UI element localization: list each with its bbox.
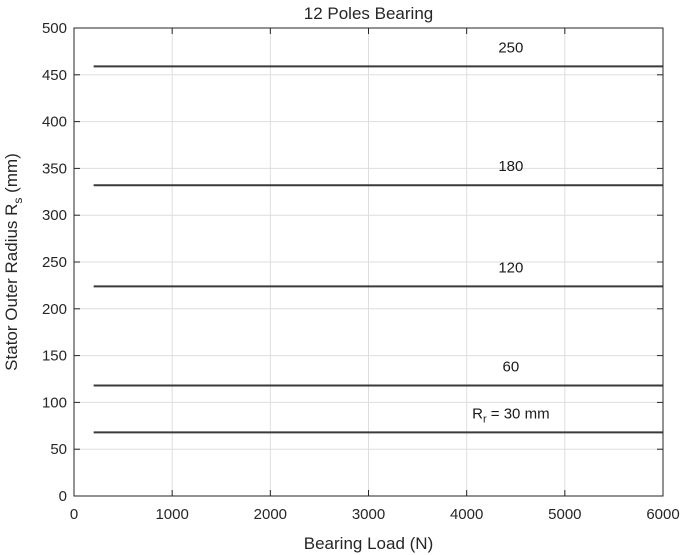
- y-tick-label: 100: [42, 394, 67, 411]
- y-tick-label: 400: [42, 114, 67, 131]
- annotation-subscript: r: [483, 413, 487, 425]
- y-tick-label: 450: [42, 67, 67, 84]
- y-tick-label: 500: [42, 20, 67, 37]
- series-group: [93, 65, 663, 434]
- x-tick-label: 6000: [646, 506, 679, 523]
- x-tick-label: 1000: [155, 506, 188, 523]
- annotation-main: 120: [498, 259, 523, 276]
- y-axis-label: Stator Outer Radius Rs (mm): [2, 153, 25, 371]
- annotation-main: 60: [502, 359, 519, 376]
- y-axis-label-subscript: s: [11, 198, 25, 204]
- y-tick-label: 200: [42, 301, 67, 318]
- annotation-main: 180: [498, 158, 523, 175]
- y-tick-label: 300: [42, 207, 67, 224]
- annotation-label: 120: [498, 259, 523, 276]
- y-tick-label: 0: [59, 488, 67, 505]
- x-tick-label: 4000: [450, 506, 483, 523]
- y-axis-label-suffix: (mm): [2, 153, 21, 197]
- grid: [73, 27, 664, 497]
- y-axis-label-main: Stator Outer Radius R: [2, 204, 21, 371]
- x-tick-label: 5000: [548, 506, 581, 523]
- x-tick-label: 2000: [254, 506, 287, 523]
- tick-marks: [73, 27, 664, 497]
- annotation-label: 180: [498, 158, 523, 175]
- x-tick-label: 0: [70, 506, 78, 523]
- annotation-label: 250: [498, 39, 523, 56]
- annotations: Rr = 30 mm 60 120 180 250: [472, 39, 549, 425]
- annotation-label: Rr = 30 mm: [472, 405, 549, 425]
- annotation-suffix: = 30 mm: [487, 405, 550, 422]
- chart-title: 12 Poles Bearing: [304, 4, 433, 23]
- annotation-label: 60: [502, 359, 519, 376]
- annotation-main: R: [472, 405, 483, 422]
- annotation-main: 250: [498, 39, 523, 56]
- y-tick-labels: 0 50 100 150 200 250 300 350 400 450 500: [42, 20, 67, 505]
- x-tick-labels: 0 1000 2000 3000 4000 5000 6000: [70, 506, 680, 523]
- y-tick-label: 50: [50, 441, 67, 458]
- x-axis-label: Bearing Load (N): [304, 534, 433, 553]
- y-tick-label: 150: [42, 348, 67, 365]
- x-tick-label: 3000: [352, 506, 385, 523]
- y-tick-label: 350: [42, 160, 67, 177]
- y-tick-label: 250: [42, 254, 67, 271]
